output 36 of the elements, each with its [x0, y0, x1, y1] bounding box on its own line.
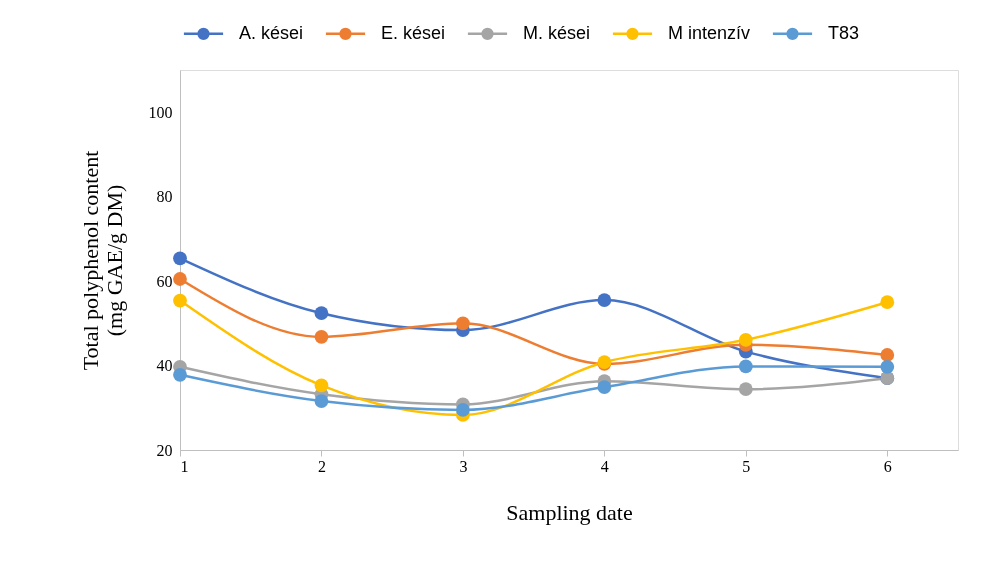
- y-tick-label: 60: [156, 272, 173, 290]
- point: [738, 382, 753, 397]
- point: [173, 272, 187, 286]
- point: [880, 295, 895, 310]
- point: [314, 394, 329, 408]
- point: [880, 348, 895, 362]
- legend-label: M intenzív: [668, 22, 751, 43]
- point: [314, 378, 329, 393]
- x-tick-label: 2: [317, 457, 326, 475]
- point: [173, 367, 187, 382]
- x-tick-label: 1: [180, 457, 189, 475]
- x-tick-label: 6: [883, 457, 892, 475]
- y-tick-label: 100: [148, 103, 173, 121]
- y-tick-label: 40: [156, 357, 173, 375]
- point: [456, 403, 470, 417]
- point: [173, 293, 187, 308]
- y-tick-label: 20: [156, 441, 173, 459]
- legend-label: T83: [828, 22, 860, 43]
- point: [597, 293, 612, 307]
- point: [173, 251, 187, 266]
- legend-label: A. kései: [239, 22, 304, 43]
- point: [314, 329, 329, 344]
- x-axis-title: Sampling date: [506, 499, 633, 525]
- x-tick-label: 4: [600, 457, 609, 475]
- y-axis-title: Total polyphenol content (mg GAE/g DM): [77, 150, 127, 371]
- point: [597, 380, 612, 394]
- point: [738, 359, 753, 374]
- legend-label: E. kései: [381, 22, 446, 43]
- legend-label: M. kései: [523, 22, 591, 43]
- point: [880, 359, 895, 374]
- point: [456, 316, 470, 331]
- x-tick-label: 3: [459, 457, 468, 475]
- point: [738, 332, 753, 347]
- x-tick-label: 5: [742, 457, 751, 475]
- y-tick-label: 80: [156, 188, 173, 206]
- point: [314, 306, 329, 321]
